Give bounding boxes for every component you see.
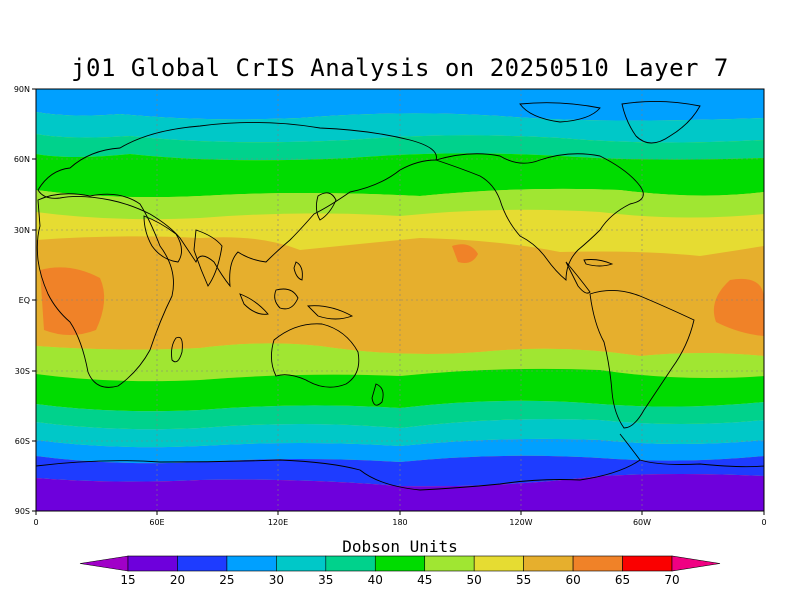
coastline-madagascar [171, 336, 183, 363]
zone-tropics-peak-pacific [452, 244, 478, 263]
coastlines [36, 100, 764, 491]
colorbar-bin [374, 555, 426, 572]
colorbar-title: Dobson Units [342, 537, 458, 556]
colorbar-bin [325, 555, 376, 572]
coastline-japan [315, 192, 337, 221]
coastline-arabia [143, 215, 182, 263]
lat-axis: 90N 60N 30N EQ 30S 60S 90S [14, 85, 36, 516]
zone-south-midlat [36, 343, 764, 382]
colorbar-bin [226, 555, 277, 572]
zone-tropics-peak-east [713, 278, 764, 336]
lon-tick-label: 60W [633, 518, 651, 527]
lon-axis: 0 60E 120E 180 120W 60W 0 [33, 511, 767, 527]
colorbar-tick-label: 15 [120, 573, 135, 587]
lon-tick-label: 180 [392, 518, 407, 527]
lat-tick-label: 60S [15, 437, 30, 446]
lat-tick-label: 30S [15, 367, 30, 376]
colorbar-bin [79, 555, 129, 572]
colorbar-tick-label: 20 [170, 573, 185, 587]
zone-subarctic-band [36, 112, 764, 143]
colorbar-tick-label: 60 [565, 573, 580, 587]
zone-tropics-high [36, 236, 764, 356]
zone-antarctic-outer [36, 455, 764, 487]
colorbar-tick-label: 65 [615, 573, 630, 587]
colorbar-tick-label: 55 [516, 573, 531, 587]
colorbar-bin [276, 555, 327, 572]
coastline-india [193, 229, 223, 287]
coastline-antarctica [36, 459, 764, 491]
coastline-north-america [434, 153, 644, 281]
colorbar-bin [424, 555, 475, 572]
colorbar: 15 20 25 30 35 40 45 50 55 60 65 70 [79, 555, 721, 587]
colorbar-bin [473, 555, 524, 572]
coastline-new-guinea [307, 305, 354, 320]
coastline-africa [36, 193, 174, 388]
coastline-eurasia [37, 121, 437, 288]
colorbar-bin [177, 555, 228, 572]
lat-tick-label: 60N [14, 155, 30, 164]
colorbar-tick-label: 50 [467, 573, 482, 587]
coastline-south-america [589, 290, 695, 429]
lon-tick-label: 0 [761, 518, 766, 527]
zone-south-band-c [36, 419, 764, 448]
colorbar-bin [127, 555, 178, 572]
map-title: j01 Global CrIS Analysis on 20250510 Lay… [71, 54, 729, 82]
lon-tick-label: 120E [268, 518, 288, 527]
lon-tick-label: 60E [149, 518, 164, 527]
coastline-philippines [293, 261, 303, 281]
lon-tick-label: 0 [33, 518, 38, 527]
graticule [36, 89, 764, 511]
coastline-new-zealand [371, 383, 384, 406]
colorbar-bin [572, 555, 623, 572]
colorbar-bin [671, 555, 721, 572]
lat-tick-label: 90S [15, 507, 30, 516]
lat-tick-label: 30N [14, 226, 30, 235]
colorbar-tick-label: 40 [368, 573, 383, 587]
lat-tick-label: 90N [14, 85, 30, 94]
colorbar-tick-label: 25 [219, 573, 234, 587]
colorbar-bin [622, 555, 673, 572]
coastline-greenland [621, 100, 701, 144]
zone-antarctic-core [36, 474, 764, 511]
coastline-central-america [565, 261, 591, 294]
colorbar-bin [523, 555, 574, 572]
colorbar-tick-label: 45 [417, 573, 432, 587]
colorbar-tick-label: 30 [269, 573, 284, 587]
coastline-australia [271, 323, 360, 388]
coastline-sumatra [239, 293, 269, 315]
lon-tick-label: 120W [509, 518, 532, 527]
coastline-arctic-archipelago [519, 102, 601, 123]
coastline-cuba [583, 259, 614, 267]
zone-tropics-peak-africa [40, 267, 105, 335]
lat-tick-label: EQ [19, 296, 30, 305]
coastline-antarctic-peninsula [619, 433, 641, 461]
colorbar-tick-label: 70 [664, 573, 679, 587]
coastline-borneo [274, 288, 299, 310]
colorbar-tick-label: 35 [318, 573, 333, 587]
